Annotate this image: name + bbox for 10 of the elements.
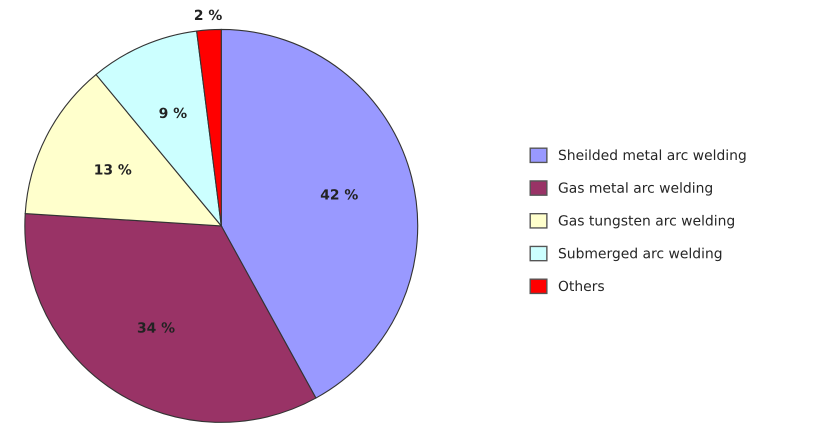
data-label: 42 % — [320, 189, 358, 200]
legend-label: Others — [558, 280, 604, 292]
data-label: 9 % — [159, 108, 187, 118]
data-label: 2 % — [194, 10, 222, 20]
data-label: 34 % — [138, 322, 175, 333]
legend-label: Gas metal arc welding — [558, 182, 712, 196]
legend-label: Submerged arc welding — [558, 248, 722, 262]
legend-label: Gas tungsten arc welding — [558, 214, 734, 228]
legend-label: Sheilded metal arc welding — [558, 149, 746, 163]
data-label: 13 % — [95, 164, 132, 175]
